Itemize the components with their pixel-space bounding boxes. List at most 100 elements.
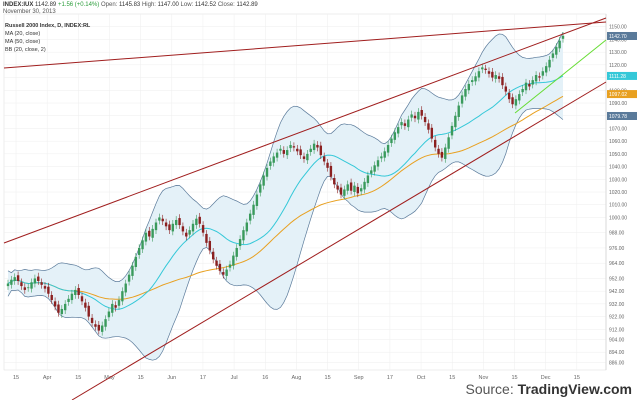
candle-body: [319, 145, 323, 156]
candle-body: [544, 66, 548, 73]
candle-body: [185, 232, 188, 237]
candle-body: [215, 260, 218, 266]
symbol: INDEX:IUX: [3, 2, 34, 8]
candle-body: [111, 303, 114, 313]
candle-body: [511, 97, 514, 105]
candle-body: [440, 151, 444, 158]
candle-body: [427, 123, 430, 130]
x-tick-label: 15: [75, 375, 81, 381]
candle-body: [349, 182, 353, 191]
candle-body: [171, 223, 175, 232]
candle-body: [450, 125, 454, 136]
chart-header: INDEX:IUX 1142.89 +1.56 (+0.14%) Open: 1…: [3, 2, 258, 9]
y-tick-label: 1030.00: [609, 177, 627, 183]
candle-body: [26, 287, 30, 289]
y-tick-label: 1150.00: [609, 25, 627, 31]
candle-body: [6, 283, 10, 287]
x-tick-label: Apr: [43, 375, 52, 381]
candle-body: [370, 170, 373, 174]
candle-body: [312, 143, 316, 151]
high-value: 1147.00: [157, 2, 179, 8]
candle-body: [104, 319, 107, 327]
candle-body: [84, 302, 87, 308]
channel-top-line: [3, 21, 607, 69]
candle-body: [410, 114, 413, 118]
candle-body: [144, 232, 148, 242]
candle-body: [43, 286, 47, 289]
candle-body: [252, 204, 255, 215]
candle-body: [127, 274, 131, 282]
candle-body: [188, 230, 191, 235]
ma50-line: [7, 95, 564, 300]
channel-upper-line: [3, 17, 607, 244]
bollinger-lower-band: [7, 108, 564, 361]
x-tick-label: Jun: [167, 375, 176, 381]
candle-body: [235, 247, 238, 257]
candle-body: [299, 149, 302, 156]
candle-body: [255, 194, 259, 206]
low-value: 1142.52: [194, 2, 217, 8]
candle-body: [279, 148, 282, 151]
source-credit: Source: TradingView.com: [465, 381, 632, 397]
y-tick-label: 942.00: [609, 289, 625, 295]
candle-body: [497, 76, 501, 79]
x-tick-label: 15: [138, 375, 144, 381]
candle-body: [245, 222, 249, 232]
y-tick-label: 952.00: [609, 276, 625, 282]
candle-body: [275, 152, 279, 158]
price-tag: [607, 111, 637, 120]
candle-body: [164, 222, 168, 227]
candle-body: [53, 301, 57, 307]
y-tick-label: 1000.00: [609, 215, 627, 221]
candle-body: [521, 89, 524, 93]
y-tick-label: 932.00: [609, 302, 625, 308]
y-tick-label: 1010.00: [609, 203, 627, 209]
candle-body: [222, 272, 225, 275]
candle-body: [174, 219, 178, 226]
x-tick-label: 17: [200, 375, 206, 381]
candle-body: [457, 105, 460, 117]
candle-body: [205, 233, 208, 243]
candle-body: [137, 247, 141, 255]
candle-body: [292, 146, 296, 148]
source-prefix: Source:: [465, 381, 518, 397]
candle-body: [33, 278, 37, 284]
candle-body: [494, 75, 497, 79]
candle-body: [558, 40, 561, 49]
candle-body: [10, 279, 13, 285]
x-tick-label: Jul: [231, 375, 238, 381]
candle-body: [70, 293, 74, 301]
source-brand: TradingView.com: [517, 381, 632, 397]
candle-body: [168, 224, 171, 231]
channel-lower-line: [71, 81, 607, 400]
candle-body: [67, 298, 70, 302]
close-label: Close:: [217, 2, 235, 8]
candle-body: [447, 137, 450, 149]
candle-body: [259, 184, 262, 193]
candle-body: [211, 251, 215, 260]
candle-body: [555, 47, 558, 55]
candle-body: [218, 263, 222, 271]
candle-body: [117, 300, 121, 306]
candle-body: [30, 282, 33, 289]
price-tag-label: 1079.78: [609, 114, 627, 120]
candle-body: [191, 223, 195, 232]
open-label: Open:: [100, 2, 118, 8]
y-tick-label: 912.00: [609, 327, 625, 333]
candle-body: [329, 165, 333, 177]
x-tick-label: Oct: [417, 375, 426, 381]
candle-body: [531, 80, 534, 85]
price-tag: [607, 90, 637, 99]
candle-body: [470, 80, 474, 83]
candle-body: [430, 127, 434, 139]
x-tick-label: Sep: [354, 375, 364, 381]
candle-body: [114, 305, 117, 308]
x-tick-label: 15: [325, 375, 331, 381]
legend-ma50: MA (50, close): [5, 39, 41, 45]
bollinger-upper-band: [7, 31, 564, 282]
legend-bb: BB (20, close, 2): [5, 47, 46, 53]
candle-body: [124, 283, 127, 293]
candle-body: [396, 127, 400, 134]
indicator-legend: Russell 2000 Index, D, INDEX:RL MA (20, …: [5, 22, 90, 54]
